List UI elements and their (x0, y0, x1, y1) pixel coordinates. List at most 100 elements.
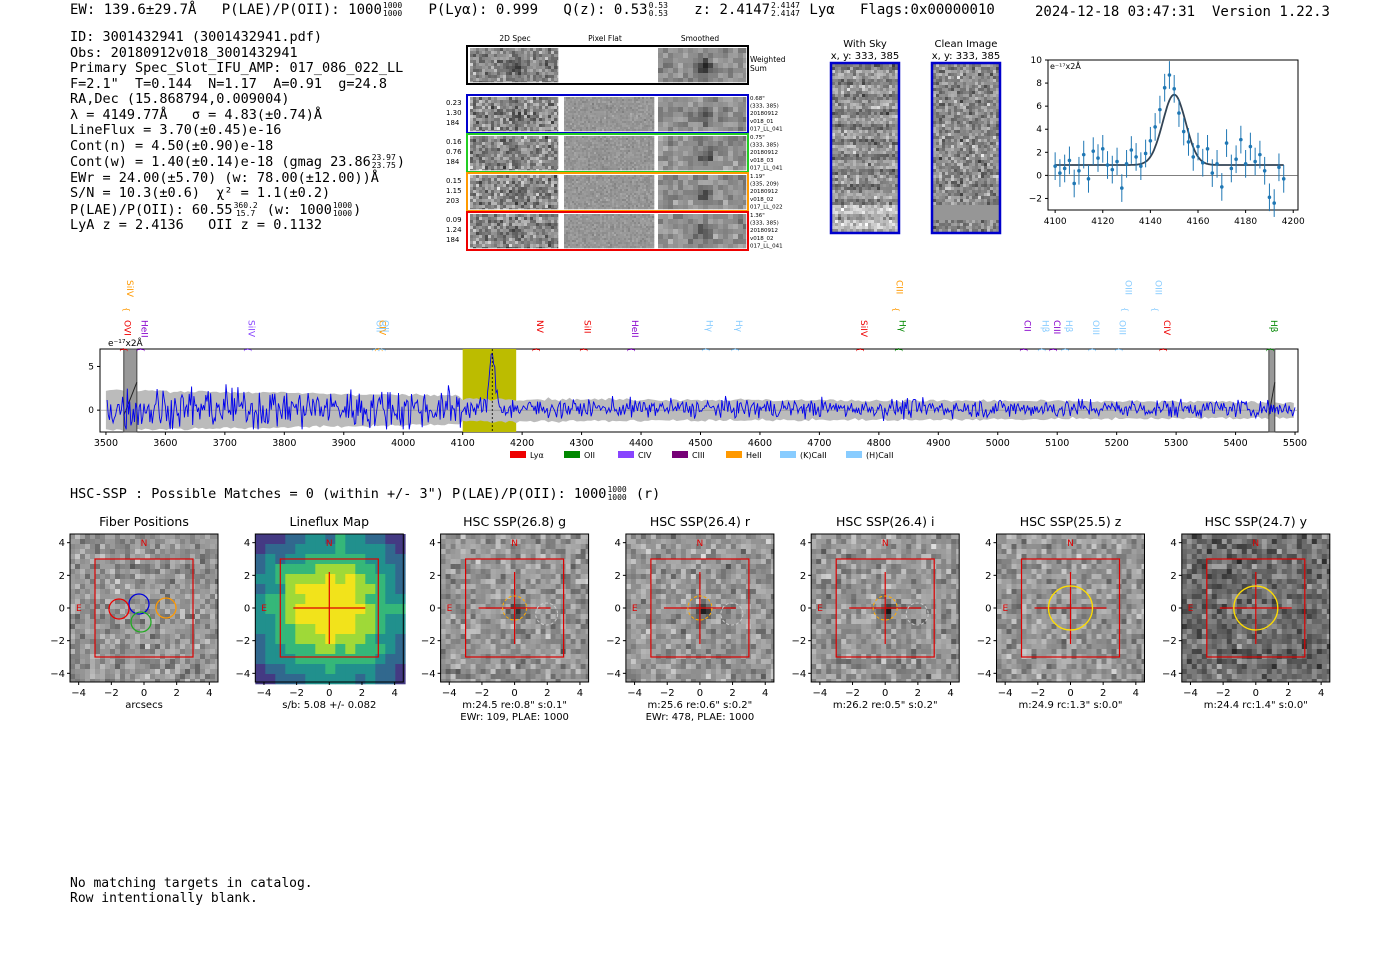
info-ewr: EWr = 24.00(±5.70) (w: 78.00(±12.00))Å (70, 169, 379, 186)
sky-images-panel: With Sky x, y: 333, 385 Clean Image x, y… (829, 39, 1002, 235)
hsc-xtick-label: −4 (627, 688, 642, 699)
spectrum-xtick-label: 3500 (94, 438, 118, 449)
hsc-panel-image (625, 534, 775, 683)
zoom-data-point (1091, 149, 1096, 153)
spectrum-line-label: CIV (1161, 320, 1171, 336)
cutout-right-label: 017_LL_041 (750, 126, 783, 132)
cutout-right-label: 1.36" (750, 213, 765, 219)
cutout-right-label: (333, 385) (750, 104, 779, 110)
zoom-data-point (1267, 195, 1272, 200)
header-plae-frac: 1000 1000 (382, 1, 403, 18)
hsc-aperture-box (835, 558, 935, 658)
spectrum-unit-label: e⁻¹⁷x2Å (108, 337, 144, 349)
spectrum-line-marker: { (377, 347, 386, 352)
cutout-right-label: 0.75" (750, 135, 765, 141)
zoom-data-point (1258, 152, 1262, 157)
zoom-data-point (1120, 186, 1124, 190)
zoom-data-point (1081, 152, 1086, 157)
cutout-right-label: v018_03 (750, 158, 774, 164)
zoom-ytick-label: 8 (1036, 79, 1042, 89)
zoom-data-point (1115, 159, 1119, 164)
spectrum-xtick-label: 4200 (510, 438, 534, 449)
hsc-caption: m:25.6 re:0.6" s:0.2" (648, 700, 753, 711)
hsc-north-label: N (882, 539, 889, 549)
zoom-data-point (1058, 171, 1062, 175)
hsc-aperture-box (279, 558, 379, 658)
spectrum-line-marker: { (1049, 347, 1058, 352)
hsc-summary: HSC-SSP : Possible Matches = 0 (within +… (70, 486, 660, 503)
cutout-2d-spec (470, 136, 559, 171)
spectrum-line-label: Hβ (1063, 320, 1073, 333)
hsc-caption: m:24.5 re:0.8" s:0.1" (462, 700, 567, 711)
cutout-right-label: (333, 385) (750, 143, 779, 149)
hsc-panel-title: Lineflux Map (289, 514, 369, 529)
weighted-sum-label: Sum (750, 64, 767, 73)
zoom-data-point (1215, 162, 1219, 166)
zoom-data-point (1200, 160, 1205, 165)
zoom-data-point (1162, 85, 1167, 90)
spectrum-xtick-label: 4000 (391, 438, 415, 449)
spectrum-legend-swatch (564, 451, 580, 458)
hsc-ytick-label: 0 (985, 604, 991, 615)
spectrum-xtick-label: 4400 (629, 438, 653, 449)
hsc-north-label: N (511, 539, 518, 549)
cutout-2d-spec (470, 175, 559, 210)
zoom-data-point (1229, 166, 1234, 171)
zoom-data-point (1167, 73, 1172, 77)
spectrum-legend-label: CIV (638, 451, 652, 460)
spectrum-legend-label: Lyα (530, 451, 544, 460)
spectrum-line-marker: { (137, 347, 146, 352)
zoom-data-point (1191, 155, 1196, 159)
info-plae: P(LAE)/P(OII): 60.55 (70, 201, 233, 218)
cutout-2d-spec (470, 214, 559, 249)
hsc-caption: arcsecs (125, 700, 163, 711)
cutout-left-label: 0.15 (446, 177, 462, 185)
zoom-xtick-label: 4200 (1282, 217, 1305, 227)
hsc-east-label: E (632, 604, 638, 614)
with-sky-xy: x, y: 333, 385 (831, 51, 900, 62)
spectrum-xtick-label: 5100 (1045, 438, 1069, 449)
zoom-data-point (1205, 147, 1210, 151)
hsc-caption: m:24.4 rc:1.4" s:0.0" (1204, 700, 1308, 711)
zoom-data-point (1067, 158, 1072, 163)
hsc-panel-title: HSC SSP(25.5) z (1020, 514, 1122, 529)
hsc-xtick-label: 0 (511, 688, 517, 699)
spectrum-line-marker: { (1061, 347, 1070, 352)
header-ew: EW: 139.6±29.7Å (70, 2, 197, 18)
cutout-left-label: 184 (446, 158, 460, 166)
hsc-panel: HSC SSP(26.4) i N E 4 2 0 −2 −4 −4 −2 0 2 4 m:26.2 re… (791, 514, 960, 711)
hsc-ytick-label: −2 (1162, 636, 1177, 647)
spectrum-xtick-label: 3700 (213, 438, 237, 449)
zoom-data-point (1158, 107, 1162, 112)
cutout-left-label: 1.15 (446, 187, 462, 195)
clean-image-xy: x, y: 333, 385 (932, 51, 1001, 62)
cutout-pixel-flat (564, 97, 655, 132)
hsc-ytick-label: −2 (50, 636, 65, 647)
hsc-ytick-label: 0 (615, 604, 621, 615)
info-lambda: λ = 4149.77Å σ = 4.83(±0.74)Å (70, 106, 322, 123)
hsc-ytick-label: 2 (429, 571, 435, 582)
zoom-data-point (1177, 111, 1181, 115)
zoom-data-point (1062, 166, 1067, 171)
spectrum-xtick-label: 5200 (1105, 438, 1129, 449)
hsc-north-label: N (1067, 539, 1074, 549)
hsc-panel-title: Fiber Positions (99, 514, 189, 529)
header-version: Version 1.22.3 (1211, 4, 1330, 20)
header-timestamp: 2024-12-18 03:47:31 Version 1.22.3 (1035, 4, 1330, 20)
zoom-ytick-label: 2 (1036, 148, 1042, 158)
header-flags: Flags:0x00000010 (859, 2, 995, 18)
hsc-caption-2: EWr: 478, PLAE: 1000 (646, 712, 755, 723)
cutout-left-label: 203 (446, 197, 459, 205)
hsc-panel: HSC SSP(26.4) r N E 4 2 0 −2 −4 −4 −2 0 2 4 m:25.6 re… (606, 514, 775, 723)
hsc-xtick-label: −2 (845, 688, 860, 699)
hsc-xtick-label: 2 (359, 688, 365, 699)
info-contw: Cont(w) = 1.40(±0.14)e-18 (gmag 23.86 (70, 154, 371, 170)
cutout-pixel-flat (564, 136, 655, 171)
spectrum-line-label: HeII (629, 320, 639, 338)
spectrum-legend-label: (H)CaII (866, 451, 893, 460)
spectrum-line-label: HeII (139, 320, 149, 338)
hsc-source-ellipse (872, 595, 898, 621)
hsc-ytick-label: 2 (800, 571, 806, 582)
info-lineflux: LineFlux = 3.70(±0.45)e-16 (70, 122, 282, 138)
hsc-north-label: N (697, 539, 704, 549)
